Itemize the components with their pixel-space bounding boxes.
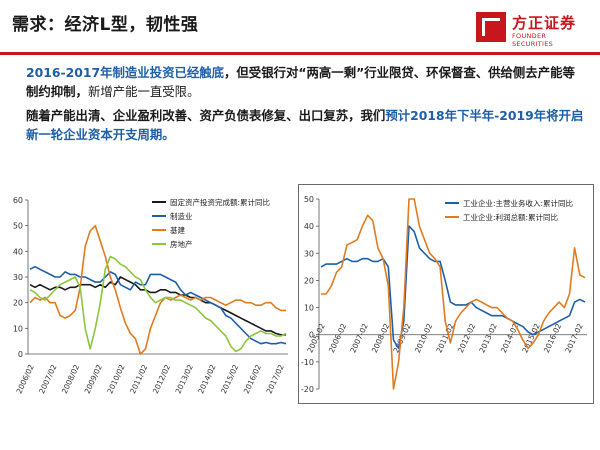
y-tick-label: 10: [304, 304, 314, 313]
x-tick-label: 2006/02: [14, 363, 35, 395]
x-tick-label: 2014-02: [499, 322, 520, 354]
x-tick-label: 2007-02: [348, 322, 369, 354]
x-tick-label: 2014/02: [196, 363, 217, 395]
logo-mark-icon: [476, 12, 506, 42]
legend-label: 制造业: [170, 211, 193, 221]
page-title: 需求：经济L型，韧性强: [12, 15, 199, 35]
paragraph-2-highlight: 预计2018年下半年-2019年将开启新一轮企业资本开支周期。: [26, 108, 584, 142]
y-tick-label: 30: [13, 273, 23, 282]
x-tick-label: 2010/02: [105, 363, 126, 395]
y-tick-label: 50: [304, 195, 314, 204]
legend-label: 固定资产投资完成额:累计同比: [170, 197, 271, 207]
series-line: [321, 198, 586, 390]
legend-label: 基建: [170, 225, 185, 235]
chart-investment-svg: 0 10 20 30 40 50 60 2006/02 2007/02 2008/02 2009/0…: [13, 196, 288, 395]
x-tick-label: 2010-02: [413, 322, 434, 354]
x-tick-label: 2012-02: [456, 322, 477, 354]
series-line: [320, 225, 586, 350]
y-tick-label: 40: [13, 247, 23, 256]
paragraph-1-highlight: 2016-2017年制造业投资已经触底: [26, 65, 225, 80]
x-tick-label: 2013-02: [477, 322, 498, 354]
chart-investment: 0 10 20 30 40 50 60 2006/02 2007/02 2008/02 2009/0…: [6, 188, 294, 446]
legend-label: 房地产: [170, 239, 193, 249]
y-tick-label: 40: [304, 222, 314, 231]
paragraph-2-text: 随着产能出清、企业盈利改善、资产负债表修复、出口复苏，我们: [26, 108, 386, 123]
legend-label: 工业企业:主营业务收入:累计同比: [463, 198, 574, 208]
logo-text-en: FOUNDER SECURITIES: [512, 32, 554, 48]
paragraph-1-text: ，但受银行对“两高一剩”行业限贷、环保督查、供给侧去产能等制约抑制，: [26, 65, 575, 99]
y-tick-label: 10: [13, 324, 23, 333]
x-tick-label: 2017-02: [563, 322, 584, 354]
y-tick-label: 20: [13, 299, 23, 308]
x-tick-label: 2013/02: [174, 363, 195, 395]
header-divider: [0, 52, 600, 55]
series-line: [29, 265, 287, 345]
x-tick-label: 2011/02: [128, 363, 149, 395]
brand-logo: 方正证券 FOUNDER SECURITIES: [476, 12, 586, 48]
x-tick-label: 2011-02: [434, 322, 455, 354]
x-tick-label: 2008/02: [60, 363, 81, 395]
x-tick-label: 2017/02: [264, 363, 285, 395]
chart-industrial: -20 -10 0 10 20 30 40 50 2005-02 2006-02 2007-02 20…: [298, 184, 594, 404]
y-tick-label: 20: [304, 276, 314, 285]
series-line: [29, 276, 286, 336]
x-tick-label: 2016-02: [542, 322, 563, 354]
paragraph-1: 2016-2017年制造业投资已经触底，但受银行对“两高一剩”行业限贷、环保督查…: [26, 63, 586, 101]
logo-text-cn: 方正证券: [512, 14, 577, 32]
series-line: [29, 255, 287, 353]
x-tick-label: 2016/02: [242, 363, 263, 395]
y-tick-label: 0: [18, 350, 23, 359]
x-tick-label: 2008-02: [370, 322, 391, 354]
x-tick-label: 2006-02: [327, 322, 348, 354]
x-tick-label: 2009/02: [83, 363, 104, 395]
y-tick-label: 30: [304, 249, 314, 258]
y-tick-label: -10: [301, 358, 314, 367]
x-tick-label: 2007/02: [37, 363, 58, 395]
y-tick-label: 50: [13, 222, 23, 231]
paragraph-1-tail: 新增产能一直受限。: [87, 84, 200, 99]
y-tick-label: 0: [309, 331, 314, 340]
y-tick-label: -20: [301, 385, 314, 394]
legend-label: 工业企业:利润总额:累计同比: [463, 212, 559, 222]
x-tick-label: 2012/02: [151, 363, 172, 395]
series-line: [29, 224, 286, 355]
y-tick-label: 60: [13, 196, 23, 205]
paragraph-2: 随着产能出清、企业盈利改善、资产负债表修复、出口复苏，我们预计2018年下半年-…: [26, 106, 586, 144]
x-tick-label: 2015/02: [219, 363, 240, 395]
